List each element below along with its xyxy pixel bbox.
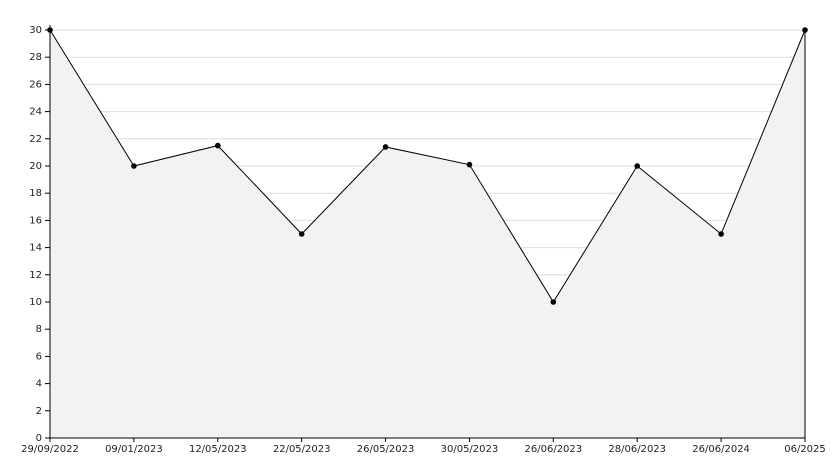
marker: [634, 163, 641, 169]
y-tick-label: 14: [29, 243, 42, 254]
x-tick-label: 26/06/2024: [692, 444, 750, 455]
y-tick-label: 28: [29, 52, 42, 63]
marker: [466, 161, 473, 168]
x-tick-label: 30/05/2023: [441, 444, 499, 455]
marker: [550, 299, 557, 305]
y-tick-label: 6: [36, 351, 42, 362]
y-tick-label: 24: [29, 107, 42, 118]
x-tick-label: 29/09/2022: [21, 444, 79, 455]
y-tick-label: 2: [36, 406, 42, 417]
y-tick-label: 4: [36, 379, 42, 390]
marker: [382, 144, 389, 150]
line: [49, 29, 806, 303]
x-tick-label: 06/2025: [784, 444, 826, 455]
y-tick-label: 30: [29, 25, 42, 36]
y-tick-label: 0: [36, 433, 42, 444]
y-tick-label: 18: [29, 188, 42, 199]
marker: [718, 231, 724, 237]
x-tick-label: 09/01/2023: [105, 444, 163, 455]
y-tick-label: 20: [29, 161, 42, 172]
y-tick-label: 10: [29, 297, 42, 308]
y-tick-label: 12: [29, 270, 42, 281]
x-tick-label: 26/06/2023: [525, 444, 583, 455]
marker: [131, 163, 137, 169]
x-tick-label: 12/05/2023: [189, 444, 247, 455]
area: [50, 30, 805, 438]
x-tick-label: 26/05/2023: [357, 444, 415, 455]
y-tick-label: 8: [36, 324, 42, 335]
marker: [298, 231, 305, 237]
y-tick-label: 26: [29, 79, 42, 90]
y-tick-label: 22: [29, 134, 42, 145]
y-tick-label: 16: [29, 215, 42, 226]
x-tick-label: 22/05/2023: [273, 444, 331, 455]
marker: [214, 142, 221, 149]
x-tick-label: 28/06/2023: [608, 444, 666, 455]
